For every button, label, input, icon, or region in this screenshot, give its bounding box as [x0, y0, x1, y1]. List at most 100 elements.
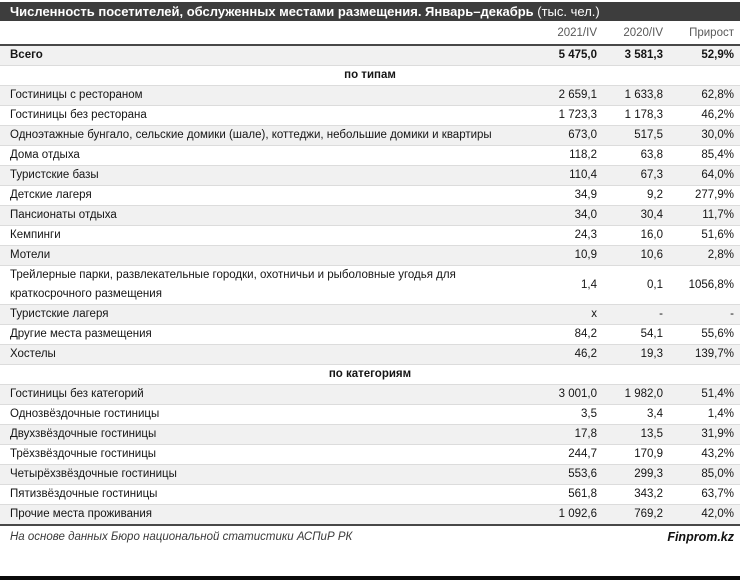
row-label: Гостиницы с рестораном: [10, 89, 143, 101]
value-2020: 9,2: [647, 189, 663, 201]
value-2021: 34,9: [574, 189, 597, 201]
table-row: Хостелы 46,2 19,3 139,7%: [0, 344, 740, 365]
growth-value: 64,0%: [701, 169, 734, 181]
report-title-text: Численность посетителей, обслуженных мес…: [10, 4, 534, 19]
table-row: Туристские базы 110,4 67,3 64,0%: [0, 165, 740, 186]
section-label: по категориям: [328, 368, 412, 380]
value-2021: 17,8: [574, 428, 597, 440]
value-2021: 10,9: [574, 249, 597, 261]
value-2020: 769,2: [634, 508, 663, 520]
row-label: Пансионаты отдыха: [10, 209, 117, 221]
table-row: Трёхзвёздочные гостиницы 244,7 170,9 43,2%: [0, 445, 740, 465]
value-2020: 3 581,3: [624, 49, 663, 61]
value-2020: 67,3: [640, 169, 663, 181]
section-row: по категориям: [0, 365, 740, 385]
value-2020: 1 982,0: [624, 388, 663, 400]
value-2021: 24,3: [574, 229, 597, 241]
growth-value: 43,2%: [701, 448, 734, 460]
value-2020: 299,3: [634, 468, 663, 480]
growth-value: 139,7%: [694, 348, 734, 360]
finprom-logo: Finprom.kz: [667, 530, 734, 544]
table-row: Кемпинги 24,3 16,0 51,6%: [0, 226, 740, 246]
table-row: Туристские лагеря x - -: [0, 304, 740, 325]
table-row: Прочие места проживания 1 092,6 769,2 42,0%: [0, 504, 740, 525]
value-2021: 84,2: [574, 328, 597, 340]
growth-value: 2,8%: [707, 249, 734, 261]
value-2020: 63,8: [640, 149, 663, 161]
growth-value: 85,0%: [701, 468, 734, 480]
table-header-row: 2021/IV 2020/IV Прирост: [0, 21, 740, 46]
growth-value: 42,0%: [701, 508, 734, 520]
growth-value: 11,7%: [702, 209, 734, 221]
growth-value: 30,0%: [701, 129, 734, 141]
section-row: по типам: [0, 66, 740, 86]
row-label: Хостелы: [10, 348, 56, 360]
growth-value: 1056,8%: [688, 278, 734, 291]
value-2020: -: [659, 308, 663, 320]
growth-value: 277,9%: [694, 189, 734, 201]
row-label: Туристские лагеря: [10, 308, 109, 320]
growth-value: 62,8%: [701, 89, 734, 101]
value-2020: 1 178,3: [624, 109, 663, 121]
table-row: Одноэтажные бунгало, сельские домики (ша…: [0, 125, 740, 146]
table-row: Пятизвёздочные гостиницы 561,8 343,2 63,7%: [0, 485, 740, 505]
table-row: Дома отдыха 118,2 63,8 85,4%: [0, 146, 740, 166]
row-label: Гостиницы без ресторана: [10, 109, 147, 121]
value-2021: 1 092,6: [558, 508, 597, 520]
column-header-2020: 2020/IV: [605, 21, 671, 46]
table-row: Пансионаты отдыха 34,0 30,4 11,7%: [0, 205, 740, 226]
data-source-note: На основе данных Бюро национальной стати…: [10, 531, 353, 543]
value-2020: 19,3: [640, 348, 663, 360]
value-2021: 34,0: [574, 209, 597, 221]
table-row: Двухзвёздочные гостиницы 17,8 13,5 31,9%: [0, 424, 740, 445]
value-2020: 10,6: [640, 249, 663, 261]
row-label: Детские лагеря: [10, 189, 92, 201]
value-2020: 170,9: [634, 448, 663, 460]
table-row: Гостиницы без категорий 3 001,0 1 982,0 51,…: [0, 384, 740, 405]
value-2020: 517,5: [634, 129, 663, 141]
value-2021: 118,2: [569, 149, 597, 161]
row-label: Дома отдыха: [10, 149, 80, 161]
growth-value: 1,4%: [707, 408, 734, 420]
table-body: Всего 5 475,0 3 581,3 52,9% по типам Гостиниц…: [0, 45, 740, 525]
value-2021: 553,6: [568, 468, 597, 480]
value-2021: 46,2: [574, 348, 597, 360]
column-header-2021: 2021/IV: [505, 21, 605, 46]
value-2021: 673,0: [568, 129, 597, 141]
value-2020: 3,4: [647, 408, 663, 420]
row-label: Четырёхзвёздочные гостиницы: [10, 468, 177, 480]
row-label: Кемпинги: [10, 229, 61, 241]
growth-value: -: [730, 308, 734, 320]
row-label: Трейлерные парки, развлекательные городк…: [10, 269, 456, 300]
bottom-bar: [0, 576, 740, 580]
table-row: Однозвёздочные гостиницы 3,5 3,4 1,4%: [0, 405, 740, 425]
growth-value: 46,2%: [701, 109, 734, 121]
value-2021: 2 659,1: [558, 89, 597, 101]
table-row: Четырёхзвёздочные гостиницы 553,6 299,3 85,…: [0, 464, 740, 485]
row-label: Гостиницы без категорий: [10, 388, 144, 400]
value-2021: 3,5: [581, 408, 597, 420]
row-label: Двухзвёздочные гостиницы: [10, 428, 157, 440]
row-label: Пятизвёздочные гостиницы: [10, 488, 158, 500]
value-2021: 5 475,0: [558, 49, 597, 61]
value-2021: 110,4: [569, 169, 597, 181]
column-header-label: [0, 21, 505, 46]
value-2021: x: [591, 308, 597, 320]
table-row: Детские лагеря 34,9 9,2 277,9%: [0, 186, 740, 206]
report-title-unit: (тыс. чел.): [533, 4, 600, 19]
table-row: Мотели 10,9 10,6 2,8%: [0, 245, 740, 266]
value-2021: 3 001,0: [558, 388, 597, 400]
section-label: по типам: [344, 69, 396, 81]
growth-value: 55,6%: [701, 328, 734, 340]
row-label: Однозвёздочные гостиницы: [10, 408, 160, 420]
accommodation-table: 2021/IV 2020/IV Прирост Всего 5 475,0 3 58…: [0, 21, 740, 526]
report-title: Численность посетителей, обслуженных мес…: [0, 2, 740, 21]
table-row: Всего 5 475,0 3 581,3 52,9%: [0, 45, 740, 66]
table-footer: На основе данных Бюро национальной стати…: [0, 526, 740, 544]
row-label: Мотели: [10, 249, 51, 261]
table-row: Другие места размещения 84,2 54,1 55,6%: [0, 325, 740, 345]
row-label: Прочие места проживания: [10, 508, 152, 520]
column-header-growth: Прирост: [671, 21, 740, 46]
value-2021: 244,7: [568, 448, 597, 460]
growth-value: 51,4%: [701, 388, 734, 400]
